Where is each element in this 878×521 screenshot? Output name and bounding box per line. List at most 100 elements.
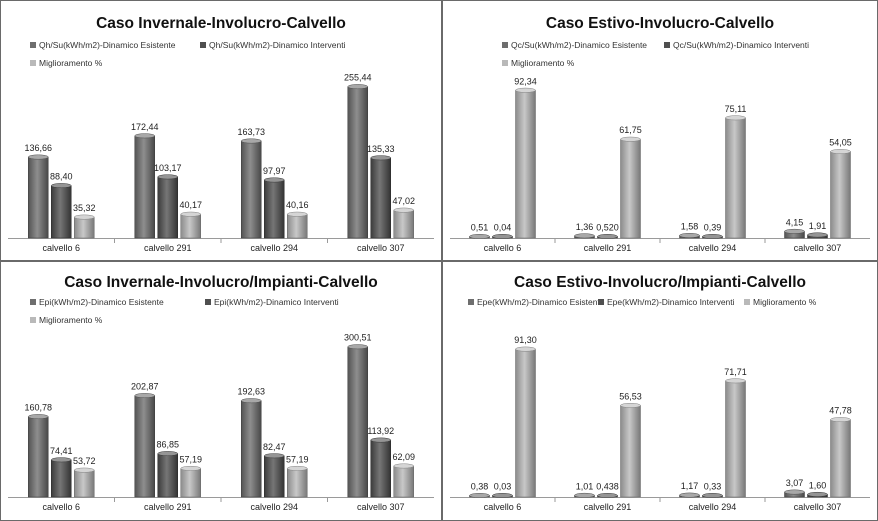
- bar: [241, 400, 262, 498]
- data-label: 255,44: [344, 73, 372, 83]
- bar: [28, 156, 49, 239]
- data-label: 163,73: [237, 127, 265, 137]
- data-label: 300,51: [344, 333, 372, 343]
- legend-entry: Miglioramento %: [39, 315, 103, 325]
- data-label: 1,91: [809, 221, 827, 231]
- bar: [393, 209, 414, 239]
- data-label: 0,39: [704, 223, 722, 233]
- data-label: 61,75: [619, 125, 642, 135]
- data-label: 0,38: [471, 482, 489, 492]
- bar: [180, 213, 201, 239]
- bar-cap: [620, 136, 641, 142]
- bar-cap: [702, 234, 723, 239]
- category-label: calvello 291: [584, 502, 632, 512]
- data-label: 0,33: [704, 482, 722, 492]
- data-label: 192,63: [237, 387, 265, 397]
- bar-cap: [264, 453, 285, 459]
- bar-cap: [469, 234, 490, 239]
- bar: [134, 395, 155, 498]
- chart-title: Caso Invernale-Involucro/Impianti-Calvel…: [64, 274, 378, 291]
- chart-title: Caso Invernale-Involucro-Calvello: [96, 15, 346, 32]
- data-label: 0,04: [494, 223, 512, 233]
- category-label: calvello 6: [484, 502, 522, 512]
- bar-cap: [28, 414, 49, 420]
- bar-cap: [370, 437, 391, 443]
- legend-entry: Epi(kWh/m2)-Dinamico Interventi: [214, 297, 339, 307]
- bar-cap: [597, 493, 618, 498]
- bar-cap: [393, 207, 414, 213]
- bar: [515, 348, 536, 498]
- bar: [347, 86, 368, 239]
- data-label: 47,78: [829, 406, 852, 416]
- data-label: 57,19: [286, 454, 309, 464]
- bar: [51, 185, 72, 239]
- data-label: 92,34: [514, 76, 537, 86]
- bar-cap: [830, 417, 851, 423]
- data-label: 1,17: [681, 481, 699, 491]
- category-label: calvello 6: [42, 502, 80, 512]
- bar-cap: [515, 87, 536, 93]
- legend-entry: Qc/Su(kWh/m2)-Dinamico Esistente: [511, 40, 647, 50]
- data-label: 1,58: [681, 221, 699, 231]
- bar: [725, 117, 746, 239]
- bar: [370, 157, 391, 239]
- bar: [157, 453, 178, 498]
- bar: [393, 465, 414, 498]
- data-label: 91,30: [514, 335, 537, 345]
- panel-frame: [442, 261, 878, 521]
- chart-estivo-impianti: Caso Estivo-Involucro/Impianti-Calvello E…: [442, 261, 878, 521]
- bar-cap: [51, 183, 72, 189]
- data-label: 86,85: [156, 440, 179, 450]
- legend-entry: Qh/Su(kWh/m2)-Dinamico Esistente: [39, 40, 176, 50]
- chart-title: Caso Estivo-Involucro/Impianti-Calvello: [514, 274, 806, 291]
- data-label: 40,16: [286, 200, 309, 210]
- chart-invernale-involucro: Caso Invernale-Involucro-Calvello Qh/Su(k…: [0, 0, 442, 261]
- legend-entry: Miglioramento %: [753, 297, 817, 307]
- bar-cap: [180, 465, 201, 471]
- category-label: calvello 294: [250, 502, 298, 512]
- bar-cap: [807, 232, 828, 238]
- bar-cap: [492, 234, 513, 239]
- bar-cap: [784, 228, 805, 234]
- category-label: calvello 291: [144, 502, 192, 512]
- data-label: 0,438: [596, 482, 619, 492]
- bar-cap: [515, 346, 536, 352]
- category-label: calvello 307: [794, 243, 842, 253]
- bar: [264, 179, 285, 239]
- category-label: calvello 291: [144, 243, 192, 253]
- category-label: calvello 294: [689, 502, 737, 512]
- bar-cap: [492, 493, 513, 498]
- bar: [134, 135, 155, 239]
- category-label: calvello 6: [42, 243, 80, 253]
- data-label: 71,71: [724, 367, 747, 377]
- legend-entry: Epe(kWh/m2)-Dinamico Interventi: [607, 297, 735, 307]
- legend-swatch: [30, 42, 36, 48]
- legend-swatch: [30, 299, 36, 305]
- bar-cap: [807, 491, 828, 497]
- bar-cap: [469, 493, 490, 498]
- category-label: calvello 294: [250, 243, 298, 253]
- data-label: 136,66: [24, 143, 52, 153]
- legend-swatch: [598, 299, 604, 305]
- data-label: 160,78: [24, 403, 52, 413]
- bar: [74, 216, 95, 239]
- bar-cap: [287, 211, 308, 217]
- bar-cap: [287, 465, 308, 471]
- category-label: calvello 307: [357, 502, 405, 512]
- legend-swatch: [502, 42, 508, 48]
- bar: [830, 151, 851, 239]
- data-label: 88,40: [50, 172, 73, 182]
- bar-cap: [157, 451, 178, 457]
- data-label: 135,33: [367, 144, 395, 154]
- bar-cap: [51, 457, 72, 463]
- bar-cap: [784, 489, 805, 495]
- bar-cap: [74, 467, 95, 473]
- legend-swatch: [502, 60, 508, 66]
- bar-cap: [241, 138, 262, 144]
- bar-cap: [157, 174, 178, 180]
- chart-estivo-involucro: Caso Estivo-Involucro-Calvello Qc/Su(kWh/…: [442, 0, 878, 261]
- data-label: 97,97: [263, 166, 286, 176]
- bar-cap: [574, 233, 595, 239]
- data-label: 202,87: [131, 382, 159, 392]
